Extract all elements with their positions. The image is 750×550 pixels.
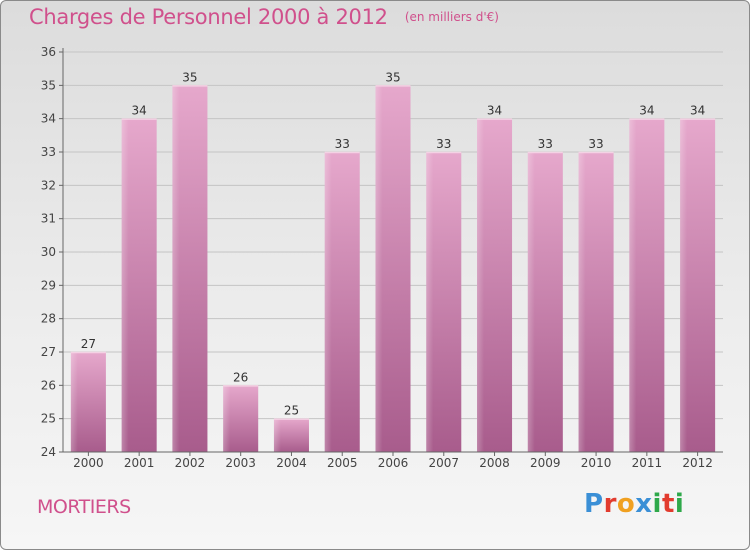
logo-letter: o — [617, 489, 635, 519]
bar-highlight — [325, 152, 360, 452]
bar-value-label: 35 — [385, 70, 400, 84]
y-tick-label: 33 — [41, 145, 56, 159]
bars-layer — [71, 85, 715, 452]
bar-highlight — [71, 352, 106, 452]
bar-value-label: 33 — [588, 137, 603, 151]
bar-highlight — [375, 85, 410, 452]
bar-value-label: 34 — [132, 104, 147, 118]
x-tick-label: 2006 — [378, 456, 409, 470]
bar-value-label: 26 — [233, 370, 248, 384]
x-tick-label: 2009 — [530, 456, 561, 470]
bar-highlight — [274, 419, 309, 452]
bar-value-label: 34 — [639, 104, 654, 118]
y-tick-label: 30 — [41, 245, 56, 259]
proxiti-logo[interactable]: Proxiti — [584, 489, 684, 519]
bar-value-label: 33 — [538, 137, 553, 151]
logo-letter: P — [584, 489, 604, 519]
bar-value-label: 27 — [81, 337, 96, 351]
y-tick-label: 29 — [41, 278, 56, 292]
y-tick-label: 24 — [41, 445, 56, 459]
logo-letter: t — [662, 489, 675, 519]
x-tick-label: 2011 — [632, 456, 663, 470]
bar-highlight — [528, 152, 563, 452]
logo-letter: x — [635, 489, 652, 519]
logo-letter: i — [653, 489, 662, 519]
bar-highlight — [629, 119, 664, 452]
y-tick-label: 32 — [41, 178, 56, 192]
bar-value-label: 34 — [487, 104, 502, 118]
y-tick-label: 36 — [41, 45, 56, 59]
x-tick-label: 2005 — [327, 456, 358, 470]
x-tick-label: 2002 — [175, 456, 206, 470]
y-tick-label: 31 — [41, 212, 56, 226]
y-tick-label: 34 — [41, 112, 56, 126]
y-tick-label: 25 — [41, 412, 56, 426]
bar-highlight — [680, 119, 715, 452]
y-tick-label: 28 — [41, 312, 56, 326]
bar-highlight — [172, 85, 207, 452]
bar-highlight — [477, 119, 512, 452]
bar-highlight — [223, 385, 258, 452]
y-tick-label: 27 — [41, 345, 56, 359]
x-tick-label: 2010 — [581, 456, 612, 470]
bar-value-label: 33 — [335, 137, 350, 151]
bar-value-label: 34 — [690, 104, 705, 118]
y-tick-label: 26 — [41, 378, 56, 392]
logo-letter: i — [675, 489, 684, 519]
x-tick-label: 2004 — [276, 456, 307, 470]
bar-value-label: 25 — [284, 404, 299, 418]
x-tick-label: 2003 — [225, 456, 256, 470]
x-tick-label: 2007 — [428, 456, 459, 470]
x-tick-label: 2012 — [682, 456, 713, 470]
bar-highlight — [122, 119, 157, 452]
bar-highlight — [426, 152, 461, 452]
bar-value-label: 33 — [436, 137, 451, 151]
bar-value-label: 35 — [182, 70, 197, 84]
bar-highlight — [579, 152, 614, 452]
y-tick-label: 35 — [41, 78, 56, 92]
x-tick-label: 2000 — [73, 456, 104, 470]
commune-name: MORTIERS — [37, 496, 131, 518]
x-tick-label: 2001 — [124, 456, 155, 470]
x-tick-label: 2008 — [479, 456, 510, 470]
logo-letter: r — [604, 489, 617, 519]
